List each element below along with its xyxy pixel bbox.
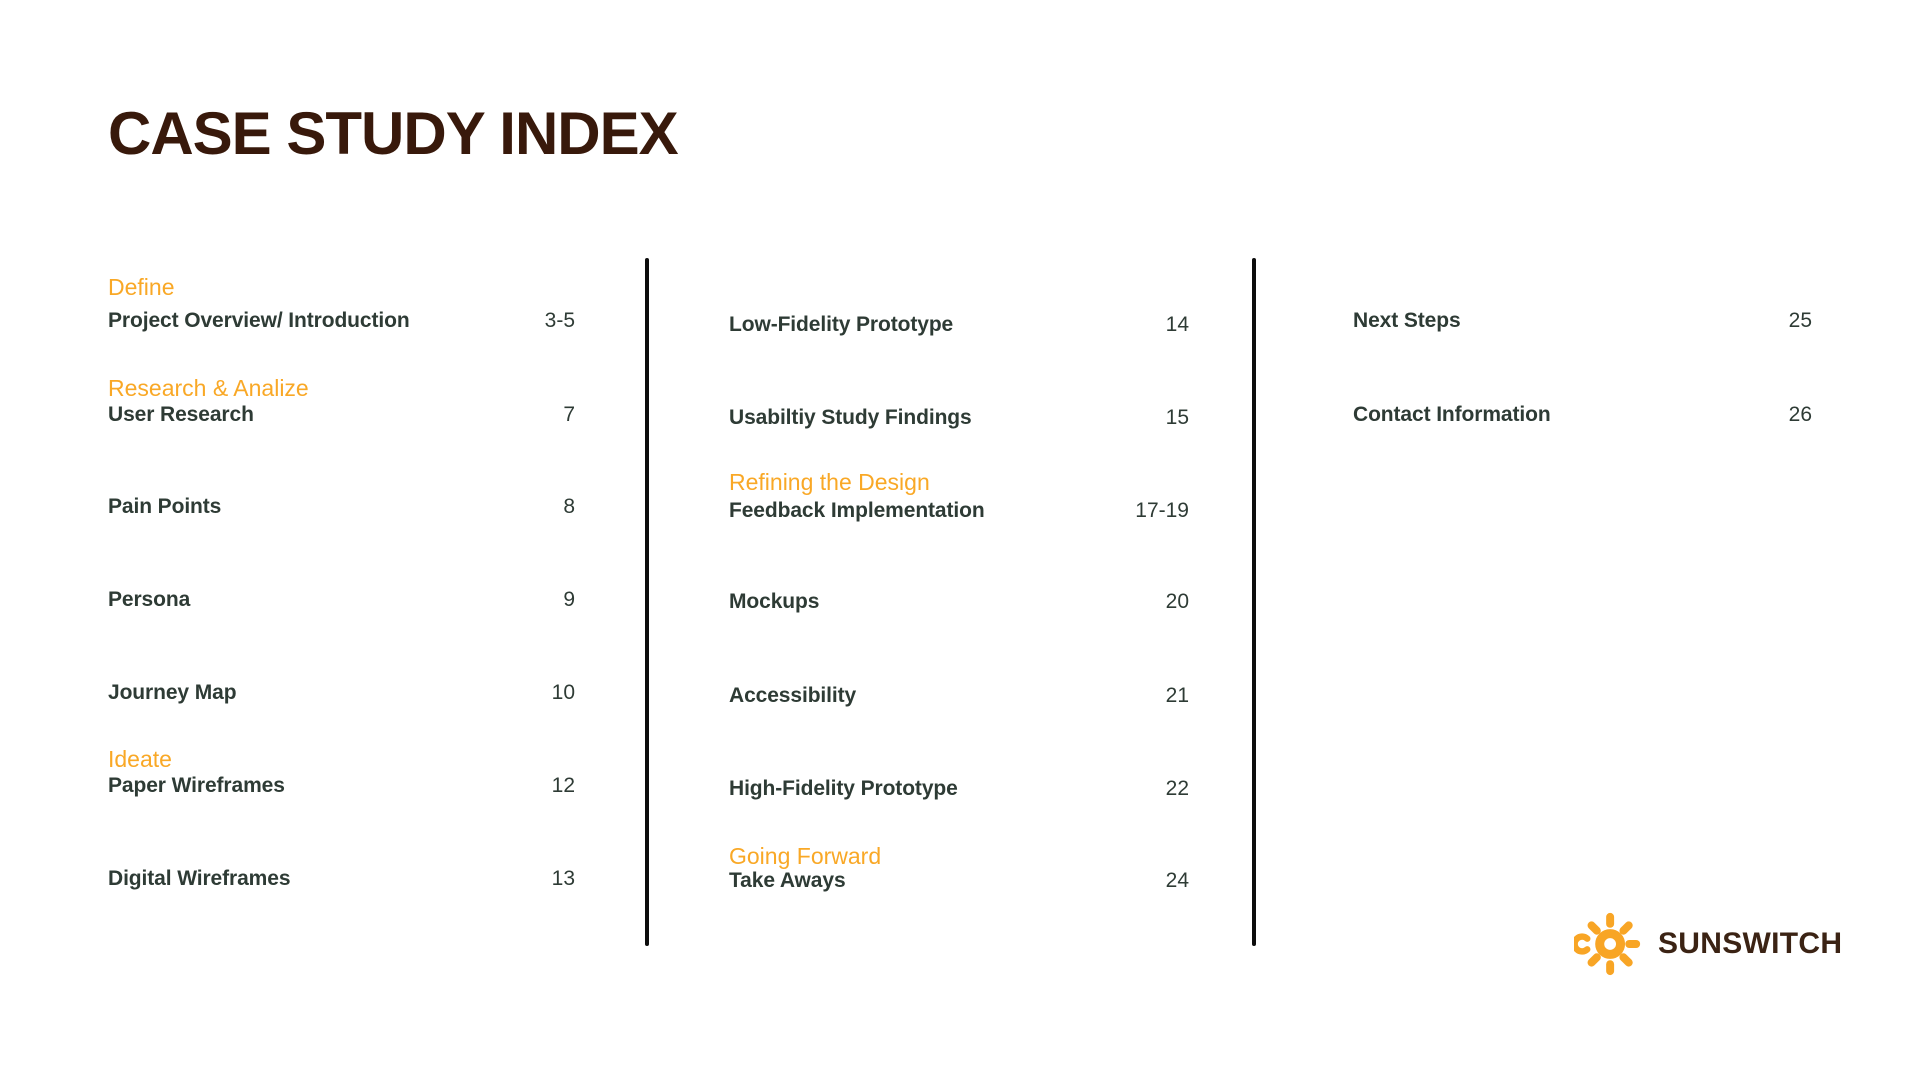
toc-item-label: Low-Fidelity Prototype: [729, 313, 954, 336]
toc-item-label: Take Aways: [729, 869, 846, 892]
toc-item-page: 13: [551, 867, 575, 890]
toc-item-page: 7: [563, 403, 575, 426]
toc-item-page: 20: [1165, 590, 1189, 613]
toc-item-label: Contact Information: [1353, 403, 1551, 426]
toc-item-page: 12: [551, 774, 575, 797]
toc-item-label: High-Fidelity Prototype: [729, 777, 958, 800]
brand-name: SUNSWITCH: [1658, 927, 1843, 960]
toc-row: Mockups 20: [729, 586, 1189, 618]
toc-item-label: Usabiltiy Study Findings: [729, 406, 972, 429]
brand-logo: SUNSWITCH: [1574, 910, 1842, 978]
toc-item-label: Pain Points: [108, 495, 222, 518]
toc-row: High-Fidelity Prototype 22: [729, 773, 1189, 805]
toc-row: Contact Information 26: [1353, 399, 1812, 431]
section-header-research-analize: Research & Analize: [108, 375, 309, 401]
toc-item-label: Mockups: [729, 590, 820, 613]
toc-item-label: Persona: [108, 588, 191, 611]
toc-item-page: 3-5: [544, 309, 575, 332]
toc-item-label: Digital Wireframes: [108, 867, 291, 890]
toc-column-closing: Next Steps 25 Contact Information 26: [1353, 0, 1812, 1080]
toc-item-page: 8: [563, 495, 575, 518]
toc-row: Digital Wireframes 13: [108, 863, 575, 895]
toc-row: Accessibility 21: [729, 680, 1189, 712]
toc-item-label: Feedback Implementation: [729, 499, 985, 522]
toc-column-define: Define Project Overview/ Introduction 3-…: [108, 0, 575, 1080]
toc-item-label: Next Steps: [1353, 309, 1461, 332]
toc-row: Persona 9: [108, 584, 575, 616]
column-divider-1: [645, 258, 649, 946]
toc-item-label: User Research: [108, 403, 254, 426]
toc-item-page: 26: [1788, 403, 1812, 426]
toc-row: Take Aways 24: [729, 865, 1189, 897]
toc-item-page: 17-19: [1135, 499, 1189, 522]
section-header-ideate: Ideate: [108, 746, 172, 772]
toc-item-label: Paper Wireframes: [108, 774, 285, 797]
toc-item-label: Journey Map: [108, 681, 237, 704]
toc-item-page: 21: [1165, 684, 1189, 707]
sun-switch-icon: [1574, 912, 1641, 976]
toc-row: Project Overview/ Introduction 3-5: [108, 305, 575, 337]
toc-item-page: 25: [1788, 309, 1812, 332]
section-header-going-forward: Going Forward: [729, 843, 882, 869]
toc-row: Pain Points 8: [108, 491, 575, 523]
section-header-refining-the-design: Refining the Design: [729, 469, 930, 495]
toc-row: Paper Wireframes 12: [108, 770, 575, 802]
toc-row: User Research 7: [108, 399, 575, 431]
toc-row: Usabiltiy Study Findings 15: [729, 402, 1189, 434]
toc-item-page: 15: [1165, 406, 1189, 429]
toc-column-prototype: Low-Fidelity Prototype 14 Usabiltiy Stud…: [729, 0, 1189, 1080]
toc-row: Next Steps 25: [1353, 305, 1812, 337]
toc-item-page: 14: [1165, 313, 1189, 336]
toc-item-page: 24: [1165, 869, 1189, 892]
toc-item-page: 10: [551, 681, 575, 704]
section-header-define: Define: [108, 274, 175, 300]
toc-row: Feedback Implementation 17-19: [729, 495, 1189, 527]
toc-item-label: Accessibility: [729, 684, 857, 707]
toc-row: Low-Fidelity Prototype 14: [729, 309, 1189, 341]
page-title: CASE STUDY INDEX: [108, 100, 679, 167]
toc-item-label: Project Overview/ Introduction: [108, 309, 410, 332]
toc-row: Journey Map 10: [108, 677, 575, 709]
toc-item-page: 22: [1165, 777, 1189, 800]
column-divider-2: [1252, 258, 1256, 946]
toc-item-page: 9: [563, 588, 575, 611]
